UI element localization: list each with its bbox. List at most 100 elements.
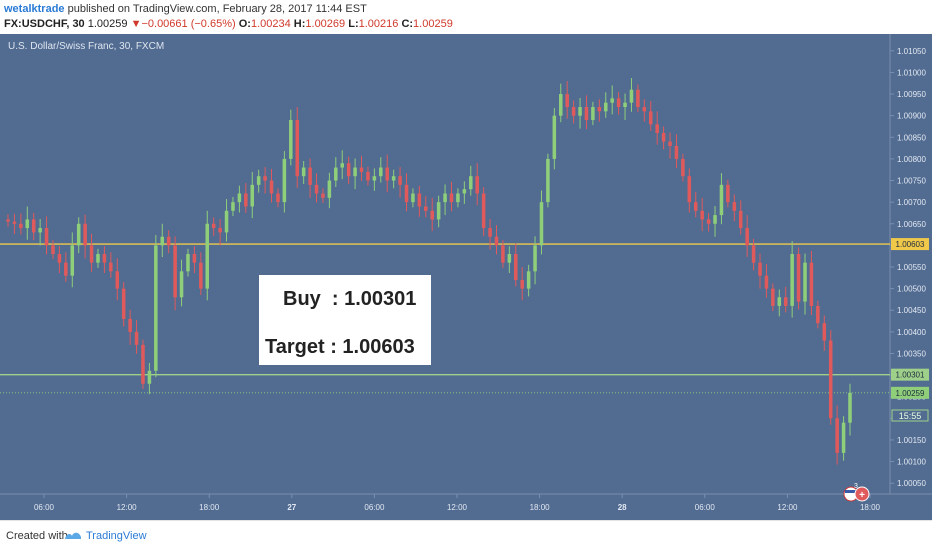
candle-body [391,176,396,181]
buy-text: Buy : 1.00301 [283,288,416,310]
candle-body [456,193,460,203]
chart-header: wetalktrade published on TradingView.com… [0,0,932,34]
candle-body [128,318,132,332]
candle-body [295,119,300,177]
candle-body [417,193,422,207]
candle-body [514,254,518,280]
close-label: C: [401,18,414,30]
candle-body [12,221,17,224]
candle-body [430,210,434,220]
candle-body [494,236,499,246]
chart-area[interactable]: U.S. Dollar/Swiss Franc, 30, FXCM 1.0105… [0,34,932,520]
candle-body [603,102,608,112]
level-price-label: 1.00301 [896,371,925,380]
candle-body [655,124,659,133]
candle-body [636,89,640,108]
level-price-label: 1.00259 [896,389,925,398]
time-tick-label: 12:00 [117,503,138,512]
ohlc-legend: FX:USDCHF, 30 1.00259 ▼−0.00661 (−0.65%)… [4,18,453,30]
candle-body [764,275,769,289]
level-price-label: 1.00603 [896,240,925,249]
candle-body [327,180,332,198]
candle-body [160,236,165,246]
candle-body [340,163,344,168]
trade-note-box: Buy : 1.00301 Target : 1.00603 [259,275,431,365]
candle-body [115,271,120,289]
candle-body [616,98,621,108]
time-tick-label: 18:00 [860,503,881,512]
candle-body [314,184,319,194]
price-tick-label: 1.00950 [897,90,926,99]
candle-body [250,184,255,207]
time-tick-label: 06:00 [34,503,55,512]
candle-body [558,94,563,116]
candle-body [263,176,267,181]
candle-body [237,193,242,203]
candle-body [796,254,801,302]
candle-body [224,210,229,233]
candle-body [379,167,383,177]
price-tick-label: 1.00550 [897,263,926,272]
candle-body [134,331,139,345]
candle-body [109,262,113,272]
candle-body [6,219,10,222]
candle-body [610,98,614,103]
candle-body [552,115,557,159]
candle-body [398,176,402,185]
target-text: Target : 1.00603 [265,336,415,358]
candle-body [822,323,827,341]
author-link[interactable]: wetalktrade [4,3,65,15]
candle-body [179,271,184,298]
candle-body [64,262,68,276]
time-axis: 06:00 12:00 18:00 27 06:00 12:00 18:00 28 06:00 1… [34,494,881,512]
candle-body [700,210,704,220]
event-badges[interactable]: 3 + [843,483,870,502]
candlestick-chart[interactable]: U.S. Dollar/Swiss Franc, 30, FXCM 1.0105… [0,34,932,520]
candle-body [25,219,30,229]
candle-body [192,254,197,263]
candle-body [803,262,807,302]
symbol-label: FX:USDCHF, 30 [4,18,85,30]
publish-info: wetalktrade published on TradingView.com… [4,3,367,15]
candle-body [771,288,775,306]
price-tick-label: 1.00500 [897,285,926,294]
created-with-text: Created with [6,530,68,542]
note-background [259,275,431,365]
time-tick-label: 06:00 [364,503,385,512]
flag-stripe [845,490,857,493]
candle-body [591,107,595,120]
instrument-title: U.S. Dollar/Swiss Franc, 30, FXCM [8,41,164,52]
candle-body [578,107,582,116]
candle-body [231,202,235,211]
price-tick-label: 1.00100 [897,458,926,467]
candle-body [758,262,762,276]
price-tick-label: 1.00650 [897,220,926,229]
tradingview-link[interactable]: TradingView [86,530,147,542]
candle-body [565,94,569,108]
price-axis-background [890,34,932,520]
candle-body [301,167,306,177]
candle-body [76,223,81,246]
candle-body [719,184,724,216]
candle-body [372,176,377,181]
open-value: 1.00234 [250,18,291,30]
candle-body [732,202,737,211]
candle-body [186,254,190,272]
candle-body [96,254,100,263]
time-tick-label: 12:00 [777,503,798,512]
high-value: 1.00269 [305,18,346,30]
candle-body [121,288,126,319]
candle-body [385,167,389,181]
price-tick-label: 1.00400 [897,328,926,337]
candle-body [533,245,537,272]
candle-body [89,245,94,263]
candle-body [539,202,544,246]
candle-body [642,107,647,112]
candle-body [321,193,325,198]
price-tick-label: 1.00700 [897,198,926,207]
candle-body [469,176,473,190]
candle-body [706,219,711,224]
price-tick-label: 1.01000 [897,68,926,77]
tradingview-logo-icon [65,532,81,539]
swiss-flag-icon[interactable] [854,486,870,502]
